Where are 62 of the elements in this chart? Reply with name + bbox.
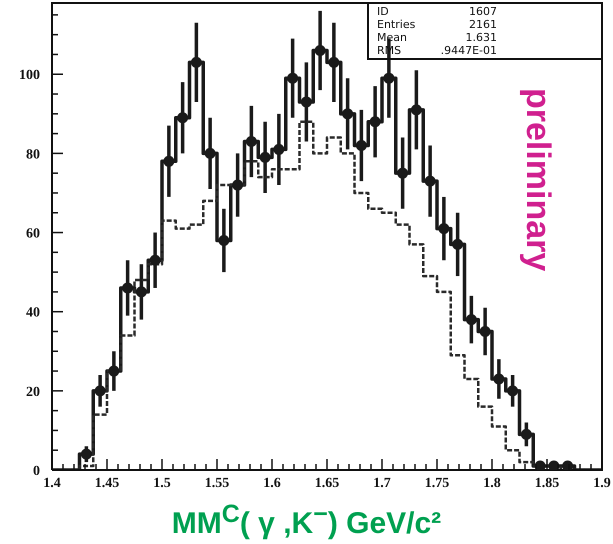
point bbox=[260, 152, 271, 163]
annotation: Mean bbox=[377, 31, 407, 44]
annotation: 2161 bbox=[469, 18, 497, 31]
y-tick-label: 0 bbox=[33, 464, 40, 479]
x-tick-label: 1.7 bbox=[373, 476, 391, 491]
point bbox=[342, 108, 354, 120]
point bbox=[397, 168, 408, 179]
point bbox=[300, 96, 312, 108]
point bbox=[177, 112, 188, 124]
x-axis-title: MM$^{C}$( γ ,K$^{−}$) GeV/c² bbox=[170, 500, 442, 541]
point bbox=[314, 44, 326, 56]
point bbox=[534, 460, 546, 470]
annotation: Entries bbox=[377, 18, 416, 31]
annotation: 1607 bbox=[469, 5, 497, 18]
annotation: preliminary bbox=[518, 88, 557, 272]
y-tick-label: 100 bbox=[19, 68, 40, 84]
point bbox=[287, 72, 298, 84]
x-tick-label: 1.85 bbox=[534, 476, 560, 491]
x-tick-label: 1.4 bbox=[43, 476, 61, 491]
point bbox=[493, 373, 504, 384]
point bbox=[150, 254, 161, 266]
annotation: 1.631 bbox=[466, 31, 497, 44]
y-tick-label: 80 bbox=[26, 147, 40, 162]
point bbox=[218, 234, 230, 246]
y-tick-label: 60 bbox=[26, 226, 40, 242]
point bbox=[204, 148, 216, 159]
point bbox=[190, 56, 202, 68]
point bbox=[80, 448, 92, 460]
point bbox=[410, 104, 422, 116]
point bbox=[520, 428, 532, 440]
x-tick-label: 1.8 bbox=[483, 476, 501, 491]
x-tick-label: 1.65 bbox=[314, 476, 340, 491]
point bbox=[466, 314, 477, 326]
x-tick-label: 1.55 bbox=[204, 476, 230, 491]
point bbox=[94, 385, 106, 396]
annotation: .9447E-01 bbox=[440, 44, 497, 57]
x-tick-label: 1.9 bbox=[593, 476, 611, 491]
point bbox=[232, 180, 244, 191]
x-tick-label: 1.75 bbox=[424, 476, 450, 491]
point bbox=[356, 140, 367, 151]
point bbox=[136, 286, 147, 298]
y-tick-label: 40 bbox=[26, 306, 40, 321]
x-tick-label: 1.45 bbox=[94, 476, 120, 491]
point bbox=[328, 56, 340, 68]
point bbox=[507, 385, 518, 396]
point bbox=[163, 156, 174, 167]
point bbox=[562, 460, 574, 470]
annotation: ID bbox=[377, 5, 389, 18]
y-tick-label: 20 bbox=[26, 384, 40, 400]
x-tick-label: 1.5 bbox=[153, 476, 171, 491]
point bbox=[548, 460, 560, 470]
point bbox=[108, 366, 120, 377]
point bbox=[246, 136, 257, 148]
point bbox=[383, 72, 394, 84]
point bbox=[122, 282, 134, 294]
point bbox=[370, 116, 381, 128]
point bbox=[438, 223, 450, 234]
point bbox=[480, 326, 491, 337]
point bbox=[424, 176, 436, 187]
point bbox=[273, 144, 284, 155]
point bbox=[452, 238, 464, 250]
x-tick-label: 1.6 bbox=[263, 476, 281, 491]
